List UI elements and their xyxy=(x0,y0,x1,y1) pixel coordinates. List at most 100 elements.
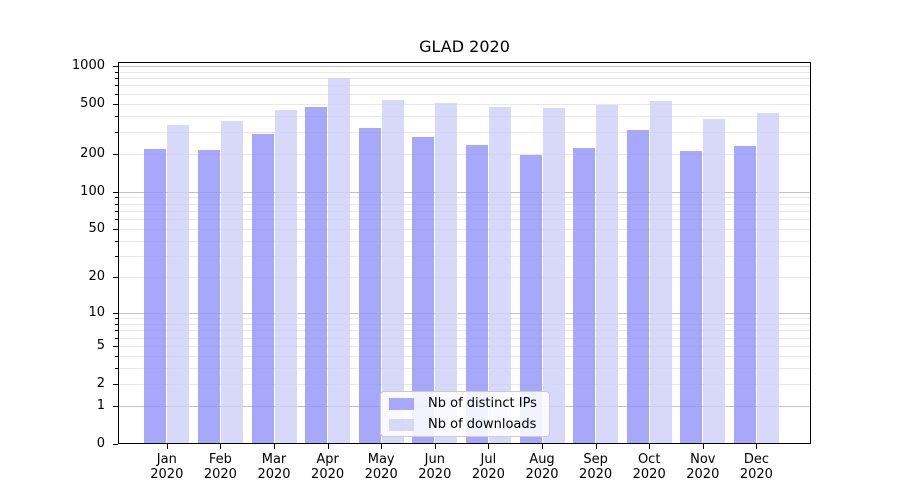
spine-top xyxy=(118,62,811,63)
y-gridline-minor xyxy=(119,277,810,279)
bar-nb-of-downloads-apr xyxy=(328,77,351,444)
plot-area xyxy=(113,62,811,449)
y-tick-mark xyxy=(113,277,118,279)
bar-nb-of-downloads-mar xyxy=(274,109,297,444)
y-tick-label: 50 xyxy=(88,220,105,236)
bar-nb-of-downloads-oct xyxy=(649,100,672,444)
x-tick-label: Feb 2020 xyxy=(203,452,237,482)
x-tick-label: Oct 2020 xyxy=(632,452,666,482)
y-minor-tick-mark xyxy=(115,337,118,339)
bar-nb-of-distinct-ips-aug xyxy=(519,154,542,444)
y-tick-mark xyxy=(113,191,118,193)
y-minor-tick-mark xyxy=(115,219,118,220)
y-gridline-minor xyxy=(119,197,810,199)
legend-swatch-distinct-ips xyxy=(389,397,414,410)
x-tick-mark xyxy=(274,444,275,449)
y-minor-tick-mark xyxy=(115,330,118,332)
y-tick-mark xyxy=(113,444,118,445)
x-tick-label: Sep 2020 xyxy=(579,452,613,482)
legend-label-downloads: Nb of downloads xyxy=(428,417,537,432)
y-minor-tick-mark xyxy=(115,323,118,325)
y-minor-tick-mark xyxy=(115,71,118,73)
y-gridline-minor xyxy=(119,318,810,319)
legend-row-downloads: Nb of downloads xyxy=(389,416,549,433)
bar-nb-of-downloads-jan xyxy=(167,125,190,444)
y-gridline-minor xyxy=(119,256,810,258)
y-tick-label: 5 xyxy=(96,338,105,353)
y-minor-tick-mark xyxy=(115,368,118,370)
legend: Nb of distinct IPs Nb of downloads xyxy=(380,391,550,437)
bar-nb-of-distinct-ips-oct xyxy=(626,129,649,444)
y-gridline-minor xyxy=(119,383,810,385)
y-gridline-minor xyxy=(119,228,810,230)
y-minor-tick-mark xyxy=(115,240,118,242)
x-tick-mark xyxy=(595,444,597,449)
y-minor-tick-mark xyxy=(115,78,118,80)
y-minor-tick-mark xyxy=(115,355,118,357)
legend-swatch-downloads xyxy=(389,418,414,431)
y-gridline-minor xyxy=(119,103,810,105)
y-tick-mark xyxy=(113,228,118,230)
y-gridline-minor xyxy=(119,153,810,155)
y-tick-label: 1 xyxy=(96,398,105,414)
bar-nb-of-downloads-may xyxy=(381,99,404,444)
bar-nb-of-distinct-ips-jan xyxy=(144,148,167,444)
bar-nb-of-downloads-feb xyxy=(220,120,243,444)
y-gridline-minor xyxy=(119,116,810,117)
bar-nb-of-distinct-ips-dec xyxy=(733,145,756,444)
x-tick-mark xyxy=(756,444,758,449)
y-minor-tick-mark xyxy=(115,116,118,117)
y-tick-label: 0 xyxy=(96,436,105,451)
bar-nb-of-distinct-ips-may xyxy=(358,128,381,444)
y-minor-tick-mark xyxy=(115,85,118,87)
y-minor-tick-mark xyxy=(115,131,118,133)
bar-nb-of-downloads-sep xyxy=(596,105,619,444)
y-minor-tick-mark xyxy=(115,93,118,95)
y-gridline-minor xyxy=(119,330,810,332)
y-gridline-minor xyxy=(119,337,810,339)
bar-nb-of-downloads-nov xyxy=(703,118,726,444)
y-tick-label: 20 xyxy=(88,269,105,285)
y-gridline-minor xyxy=(119,85,810,87)
x-tick-label: Jul 2020 xyxy=(471,452,505,482)
y-gridline-minor xyxy=(119,368,810,370)
x-tick-label: Mar 2020 xyxy=(257,452,291,482)
y-gridline-major xyxy=(119,191,810,193)
bar-nb-of-distinct-ips-apr xyxy=(305,107,328,444)
legend-row-distinct-ips: Nb of distinct IPs xyxy=(389,395,549,412)
y-gridline-minor xyxy=(119,203,810,205)
bar-nb-of-distinct-ips-jul xyxy=(465,144,488,444)
x-tick-mark xyxy=(649,444,651,449)
y-gridline-minor xyxy=(119,131,810,133)
y-tick-mark xyxy=(113,383,118,385)
y-tick-label: 500 xyxy=(80,95,105,111)
y-gridline-minor xyxy=(119,323,810,325)
x-tick-mark xyxy=(702,444,704,449)
y-tick-mark xyxy=(113,65,118,67)
x-tick-label: Nov 2020 xyxy=(686,452,720,482)
y-minor-tick-mark xyxy=(115,210,118,212)
y-tick-mark xyxy=(113,312,118,314)
bar-nb-of-downloads-jul xyxy=(488,107,511,444)
y-gridline-minor xyxy=(119,240,810,242)
bar-nb-of-downloads-dec xyxy=(756,113,779,444)
x-tick-label: Jan 2020 xyxy=(150,452,184,482)
x-tick-mark xyxy=(220,444,222,449)
spine-right xyxy=(810,62,811,444)
y-tick-label: 200 xyxy=(80,145,105,161)
x-tick-mark xyxy=(381,444,383,449)
spine-bottom xyxy=(118,443,811,444)
bar-nb-of-distinct-ips-jun xyxy=(412,137,435,444)
spine-left xyxy=(118,62,119,444)
x-tick-label: May 2020 xyxy=(364,452,398,482)
y-tick-label: 2 xyxy=(96,375,105,391)
y-tick-mark xyxy=(113,103,118,105)
bar-nb-of-downloads-jun xyxy=(435,103,458,444)
x-tick-mark xyxy=(542,444,543,449)
x-tick-label: Aug 2020 xyxy=(525,452,559,482)
y-gridline-minor xyxy=(119,93,810,95)
x-tick-mark xyxy=(327,444,329,449)
x-tick-label: Jun 2020 xyxy=(418,452,452,482)
y-gridline-minor xyxy=(119,71,810,73)
